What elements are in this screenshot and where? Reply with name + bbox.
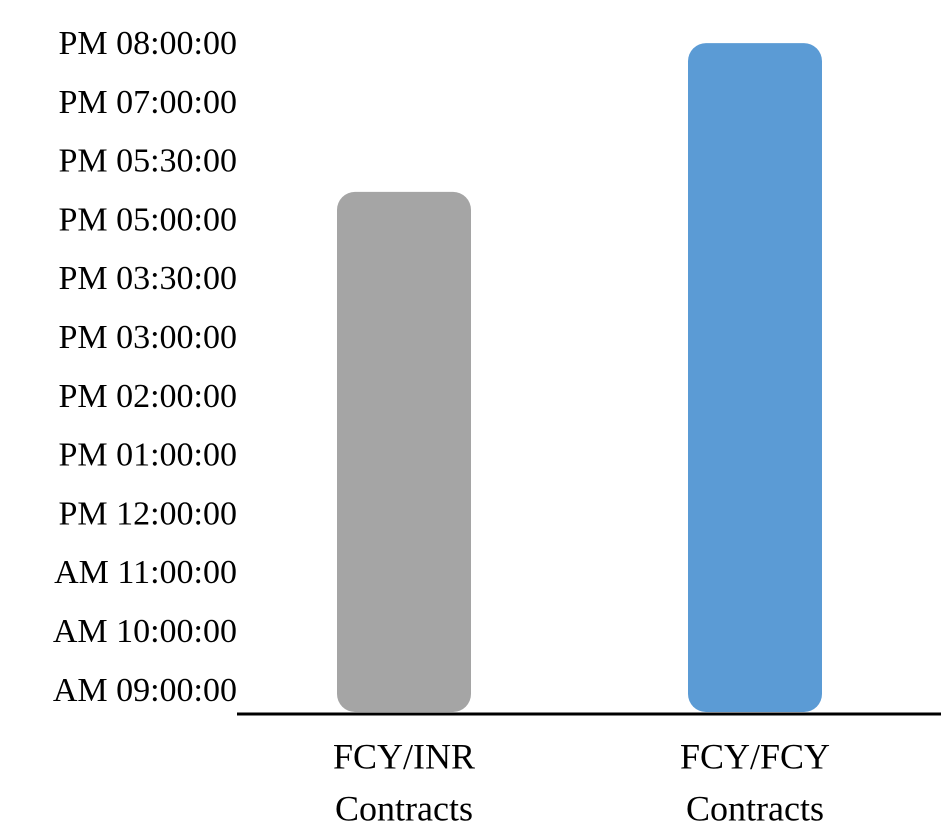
- y-tick-label: PM 07:00:00: [58, 84, 237, 121]
- y-tick-label: AM 11:00:00: [54, 554, 237, 591]
- x-tick-label: FCY/FCY: [680, 736, 830, 776]
- y-axis-tick-labels: AM 09:00:00 AM 10:00:00 AM 11:00:00 PM 12:0…: [53, 25, 237, 709]
- y-tick-label: PM 02:00:00: [58, 378, 237, 415]
- y-tick-label: AM 09:00:00: [53, 672, 237, 709]
- y-tick-label: PM 03:30:00: [58, 260, 237, 297]
- x-axis-category-labels: FCY/INR Contracts FCY/FCY Contracts: [333, 736, 830, 826]
- x-tick-label: Contracts: [686, 788, 824, 826]
- y-tick-label: PM 03:00:00: [58, 319, 237, 356]
- y-tick-label: AM 10:00:00: [53, 613, 237, 650]
- x-tick-label: FCY/INR: [333, 736, 475, 776]
- y-tick-label: PM 05:00:00: [58, 201, 237, 238]
- bar: [337, 191, 471, 713]
- y-tick-label: PM 01:00:00: [58, 437, 237, 474]
- bar: [688, 43, 822, 712]
- y-tick-label: PM 12:00:00: [58, 495, 237, 532]
- x-tick-label: Contracts: [335, 788, 473, 826]
- y-tick-label: PM 05:30:00: [58, 143, 237, 180]
- bars: [337, 43, 822, 713]
- y-tick-label: PM 08:00:00: [58, 25, 237, 62]
